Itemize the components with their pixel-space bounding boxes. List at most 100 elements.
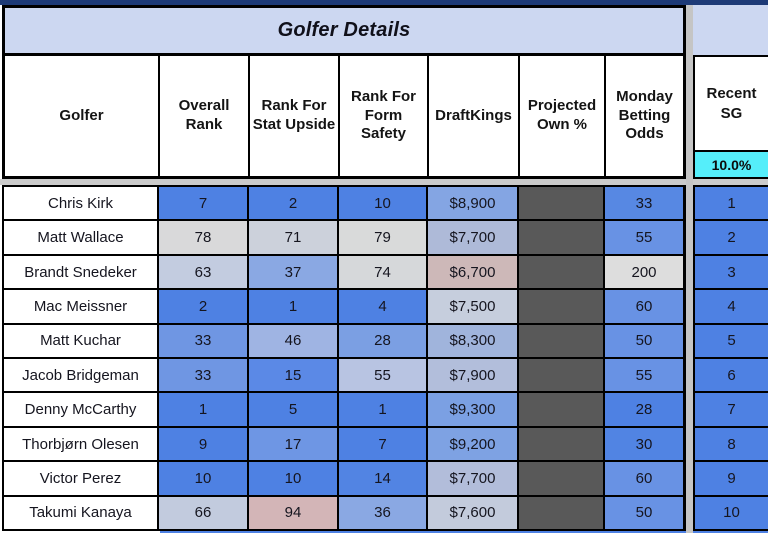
cell-rank-form-safety[interactable]: 14	[339, 462, 428, 495]
cell-draftkings[interactable]: $7,500	[428, 290, 519, 323]
column-header-overall-rank[interactable]: Overall Rank	[160, 56, 250, 176]
cell-monday-betting-odds[interactable]: 33	[605, 187, 683, 220]
cell-draftkings[interactable]: $8,300	[428, 324, 519, 358]
cell-rank-stat-upside[interactable]: 10	[249, 462, 339, 495]
column-header-draftkings[interactable]: DraftKings	[429, 56, 520, 176]
cell-draftkings[interactable]: $6,700	[428, 255, 519, 289]
cell-golfer[interactable]: Denny McCarthy	[4, 393, 159, 426]
cell-rank-stat-upside[interactable]: 46	[249, 324, 339, 358]
cell-golfer[interactable]: Mac Meissner	[4, 290, 159, 323]
cell-rank-form-safety[interactable]: 1	[339, 393, 428, 426]
cell-monday-betting-odds[interactable]: 200	[605, 255, 683, 289]
cell-golfer[interactable]: Victor Perez	[4, 462, 159, 495]
cell-overall-rank[interactable]: 63	[159, 255, 249, 289]
recent-sg-weight-cell[interactable]: 10.0%	[693, 152, 768, 179]
cell-draftkings[interactable]: $9,200	[428, 427, 519, 461]
table-row: Takumi Kanaya 66 94 36 $7,600 50	[4, 496, 683, 530]
cell-overall-rank[interactable]: 10	[159, 462, 249, 495]
cell-rank-form-safety[interactable]: 10	[339, 187, 428, 220]
cell-monday-betting-odds[interactable]: 28	[605, 393, 683, 426]
cell-rank-form-safety[interactable]: 74	[339, 255, 428, 289]
cell-draftkings[interactable]: $7,700	[428, 462, 519, 495]
cell-rank-stat-upside[interactable]: 94	[249, 496, 339, 530]
column-header-golfer[interactable]: Golfer	[5, 56, 160, 176]
cell-rank-form-safety[interactable]: 4	[339, 290, 428, 323]
golfer-table: Chris Kirk 7 2 10 $8,900 33 Matt Wallace 78 71 79…	[2, 185, 686, 531]
table-row: Thorbjørn Olesen 9 17 7 $9,200 30	[4, 427, 683, 463]
cell-rank-stat-upside[interactable]: 2	[249, 187, 339, 220]
cell-projected-own[interactable]	[519, 255, 605, 289]
recent-sg-cell[interactable]: 2	[695, 221, 768, 256]
cell-projected-own[interactable]	[519, 290, 605, 323]
cell-projected-own[interactable]	[519, 393, 605, 426]
column-header-projected-own[interactable]: Projected Own %	[520, 56, 606, 176]
cell-golfer[interactable]: Matt Wallace	[4, 221, 159, 254]
table-row: Mac Meissner 2 1 4 $7,500 60	[4, 290, 683, 325]
cell-projected-own[interactable]	[519, 427, 605, 461]
cell-golfer[interactable]: Matt Kuchar	[4, 324, 159, 358]
recent-sg-cell[interactable]: 1	[695, 187, 768, 222]
cell-draftkings[interactable]: $7,600	[428, 496, 519, 530]
cell-overall-rank[interactable]: 9	[159, 427, 249, 461]
cell-projected-own[interactable]	[519, 221, 605, 254]
cell-rank-form-safety[interactable]: 36	[339, 496, 428, 530]
column-header-monday-betting-odds[interactable]: Monday Betting Odds	[616, 87, 673, 143]
cell-overall-rank[interactable]: 7	[159, 187, 249, 220]
cell-monday-betting-odds[interactable]: 55	[605, 221, 683, 254]
recent-sg-cell[interactable]: 5	[695, 324, 768, 360]
cell-overall-rank[interactable]: 33	[159, 359, 249, 392]
cell-golfer[interactable]: Takumi Kanaya	[4, 496, 159, 530]
cell-overall-rank[interactable]: 66	[159, 496, 249, 530]
cell-projected-own[interactable]	[519, 187, 605, 220]
recent-sg-cell[interactable]: 8	[695, 427, 768, 463]
recent-sg-label: Recent SG	[706, 85, 757, 122]
vertical-gutter	[686, 5, 693, 533]
cell-rank-stat-upside[interactable]: 5	[249, 393, 339, 426]
table-row: Brandt Snedeker 63 37 74 $6,700 200	[4, 255, 683, 291]
recent-sg-cell[interactable]: 3	[695, 255, 768, 291]
table-row: Matt Wallace 78 71 79 $7,700 55	[4, 221, 683, 256]
page-title: Golfer Details	[277, 19, 411, 41]
cell-projected-own[interactable]	[519, 462, 605, 495]
cell-monday-betting-odds[interactable]: 60	[605, 462, 683, 495]
column-header-recent-sg[interactable]: Recent SG	[693, 55, 768, 152]
cell-projected-own[interactable]	[519, 359, 605, 392]
recent-sg-cell[interactable]: 9	[695, 462, 768, 497]
column-header-rank-form-safety[interactable]: Rank For Form Safety	[340, 56, 429, 176]
cell-golfer[interactable]: Chris Kirk	[4, 187, 159, 220]
cell-overall-rank[interactable]: 33	[159, 324, 249, 358]
cell-draftkings[interactable]: $7,700	[428, 221, 519, 254]
cell-monday-betting-odds[interactable]: 50	[605, 324, 683, 358]
cell-monday-betting-odds[interactable]: 30	[605, 427, 683, 461]
recent-sg-top-band	[693, 5, 768, 55]
cell-rank-stat-upside[interactable]: 37	[249, 255, 339, 289]
cell-rank-form-safety[interactable]: 7	[339, 427, 428, 461]
cell-overall-rank[interactable]: 78	[159, 221, 249, 254]
cell-golfer[interactable]: Brandt Snedeker	[4, 255, 159, 289]
cell-golfer[interactable]: Jacob Bridgeman	[4, 359, 159, 392]
recent-sg-cell[interactable]: 10	[695, 496, 768, 530]
recent-sg-cell[interactable]: 7	[695, 393, 768, 428]
cell-overall-rank[interactable]: 1	[159, 393, 249, 426]
cell-rank-stat-upside[interactable]: 71	[249, 221, 339, 254]
cell-monday-betting-odds[interactable]: 55	[605, 359, 683, 392]
horizontal-gutter	[0, 179, 768, 185]
cell-rank-stat-upside[interactable]: 1	[249, 290, 339, 323]
cell-draftkings[interactable]: $7,900	[428, 359, 519, 392]
recent-sg-cell[interactable]: 6	[695, 359, 768, 394]
cell-rank-form-safety[interactable]: 55	[339, 359, 428, 392]
cell-draftkings[interactable]: $8,900	[428, 187, 519, 220]
cell-projected-own[interactable]	[519, 324, 605, 358]
cell-draftkings[interactable]: $9,300	[428, 393, 519, 426]
cell-projected-own[interactable]	[519, 496, 605, 530]
cell-monday-betting-odds[interactable]: 60	[605, 290, 683, 323]
cell-rank-stat-upside[interactable]: 17	[249, 427, 339, 461]
cell-golfer[interactable]: Thorbjørn Olesen	[4, 427, 159, 461]
cell-rank-form-safety[interactable]: 28	[339, 324, 428, 358]
cell-overall-rank[interactable]: 2	[159, 290, 249, 323]
column-header-rank-stat-upside[interactable]: Rank For Stat Upside	[250, 56, 340, 176]
cell-monday-betting-odds[interactable]: 50	[605, 496, 683, 530]
cell-rank-stat-upside[interactable]: 15	[249, 359, 339, 392]
recent-sg-cell[interactable]: 4	[695, 290, 768, 325]
cell-rank-form-safety[interactable]: 79	[339, 221, 428, 254]
